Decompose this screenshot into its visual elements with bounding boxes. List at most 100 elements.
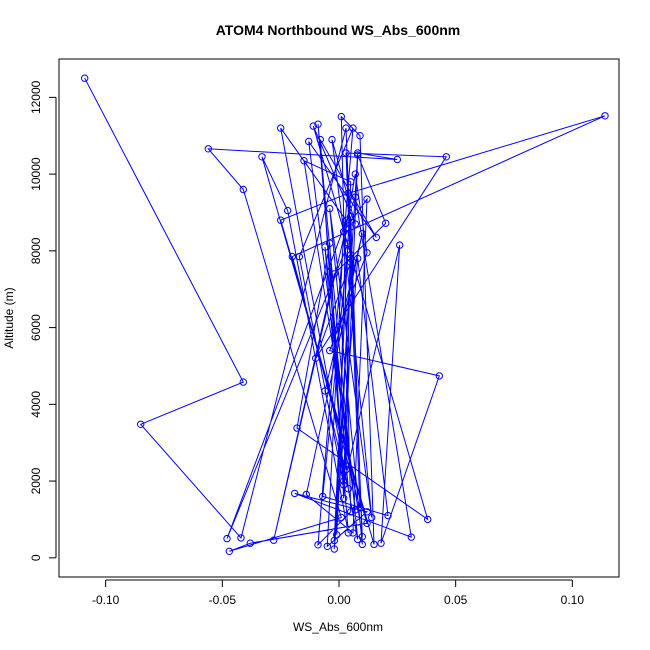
data-point bbox=[363, 508, 371, 516]
y-tick-label: 6000 bbox=[29, 314, 43, 341]
data-point bbox=[330, 270, 338, 278]
data-point bbox=[424, 515, 432, 524]
data-point bbox=[363, 519, 371, 527]
data-point bbox=[81, 74, 89, 82]
data-point bbox=[601, 112, 609, 120]
y-tick-label: 0 bbox=[29, 554, 43, 561]
x-tick-label: 0.10 bbox=[561, 593, 585, 607]
data-point bbox=[300, 157, 308, 165]
data-point bbox=[302, 490, 310, 499]
data-point bbox=[347, 251, 355, 259]
data-point bbox=[344, 239, 352, 247]
data-point bbox=[277, 216, 285, 224]
x-tick-label: 0.00 bbox=[327, 593, 351, 607]
data-point bbox=[347, 258, 355, 267]
data-point bbox=[284, 206, 292, 215]
y-axis-label: Altitude (m) bbox=[2, 287, 16, 348]
data-point bbox=[342, 149, 350, 157]
y-tick-label: 8000 bbox=[29, 237, 43, 264]
data-point bbox=[321, 243, 329, 251]
y-tick-label: 12000 bbox=[29, 80, 43, 114]
x-tick-label: -0.10 bbox=[92, 593, 120, 607]
data-point bbox=[351, 170, 359, 178]
data-point bbox=[370, 540, 378, 549]
data-point bbox=[344, 189, 352, 198]
x-tick-label: 0.05 bbox=[444, 593, 468, 607]
data-point bbox=[323, 542, 331, 550]
series-lines bbox=[84, 77, 606, 552]
data-point bbox=[347, 254, 355, 263]
data-point bbox=[354, 535, 362, 544]
data-point bbox=[337, 112, 345, 121]
data-point bbox=[407, 533, 415, 541]
data-point bbox=[225, 547, 234, 555]
data-point bbox=[291, 489, 299, 498]
data-point bbox=[314, 120, 322, 128]
data-point bbox=[354, 254, 362, 263]
data-point bbox=[349, 529, 357, 537]
data-point bbox=[354, 151, 362, 159]
data-point bbox=[314, 541, 322, 549]
data-point bbox=[337, 513, 345, 522]
data-point bbox=[239, 185, 248, 194]
y-tick-label: 4000 bbox=[29, 391, 43, 418]
data-point bbox=[340, 228, 348, 236]
data-point bbox=[326, 346, 334, 355]
data-point bbox=[204, 145, 213, 153]
data-point bbox=[396, 241, 404, 249]
data-point bbox=[270, 536, 278, 544]
data-point bbox=[377, 539, 385, 547]
data-point bbox=[368, 513, 376, 522]
plot-frame bbox=[58, 58, 620, 578]
y-tick-label: 10000 bbox=[29, 157, 43, 191]
data-point bbox=[239, 378, 248, 386]
data-point bbox=[321, 387, 329, 395]
data-point bbox=[223, 534, 231, 543]
chart-title: ATOM4 Northbound WS_Abs_600nm bbox=[216, 22, 461, 38]
data-point bbox=[326, 239, 334, 247]
data-point bbox=[384, 511, 392, 520]
data-point bbox=[382, 219, 390, 227]
data-point bbox=[347, 178, 355, 186]
data-point bbox=[363, 195, 371, 203]
x-axis-label: WS_Abs_600nm bbox=[293, 620, 383, 634]
data-point bbox=[349, 124, 357, 132]
data-point bbox=[351, 506, 359, 514]
data-point bbox=[328, 135, 336, 144]
data-point bbox=[277, 124, 285, 132]
data-point bbox=[137, 420, 145, 428]
data-point bbox=[344, 529, 352, 537]
data-point bbox=[333, 531, 341, 539]
data-point bbox=[393, 155, 401, 164]
data-point bbox=[342, 465, 350, 474]
data-point bbox=[330, 545, 338, 553]
data-point bbox=[342, 124, 350, 132]
data-point bbox=[442, 153, 450, 161]
data-point bbox=[309, 122, 317, 130]
series-line bbox=[84, 77, 606, 552]
data-point bbox=[372, 233, 380, 242]
data-point bbox=[316, 135, 324, 144]
data-point bbox=[319, 492, 327, 501]
data-point bbox=[326, 204, 334, 213]
series-points bbox=[81, 74, 609, 555]
data-point bbox=[293, 424, 301, 432]
data-point bbox=[351, 193, 359, 201]
data-point bbox=[340, 481, 348, 489]
data-point bbox=[356, 504, 364, 512]
data-point bbox=[358, 229, 366, 238]
data-point bbox=[258, 153, 266, 161]
data-point bbox=[344, 485, 352, 493]
data-point bbox=[347, 508, 355, 516]
data-point bbox=[246, 539, 255, 547]
data-point bbox=[342, 224, 350, 232]
data-point bbox=[435, 372, 443, 380]
data-point bbox=[312, 354, 320, 362]
data-point bbox=[340, 477, 348, 485]
y-tick-label: 2000 bbox=[29, 467, 43, 494]
data-point bbox=[354, 149, 362, 157]
data-point bbox=[342, 216, 350, 224]
data-point bbox=[347, 212, 355, 221]
data-point bbox=[288, 252, 296, 261]
